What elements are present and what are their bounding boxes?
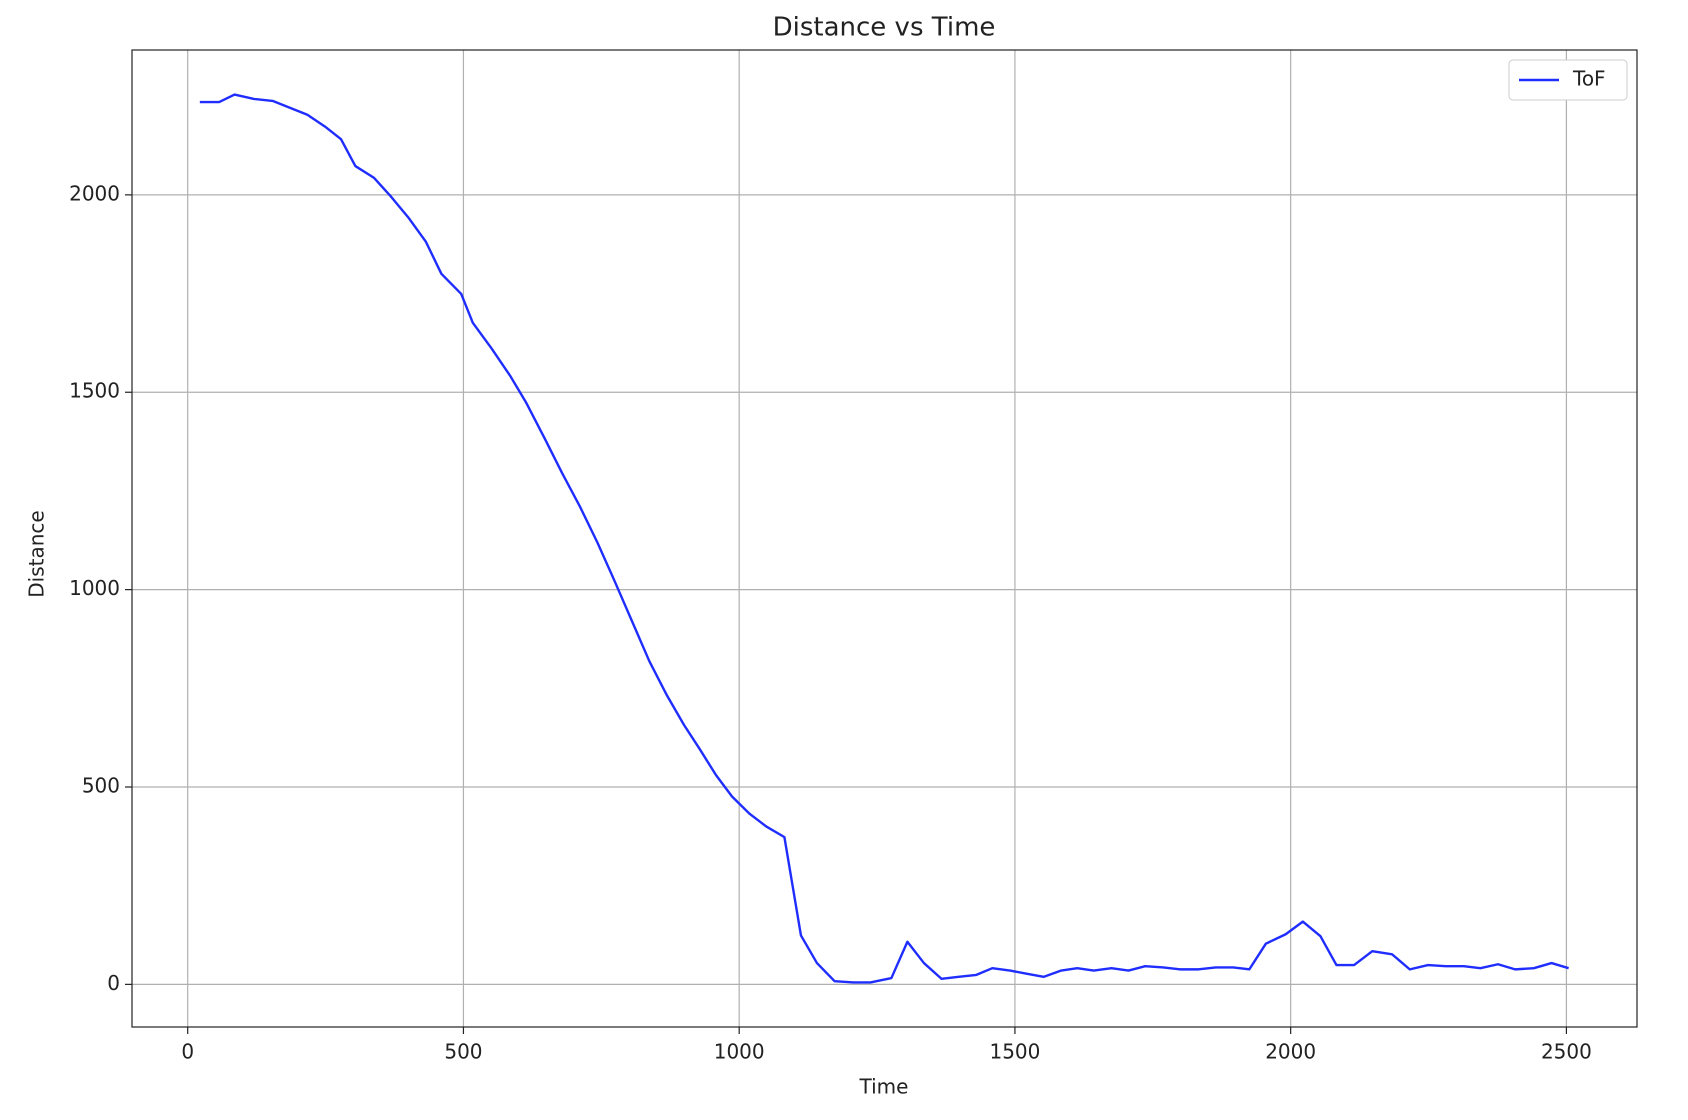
- legend-label: ToF: [1572, 67, 1606, 91]
- y-tick-label: 1000: [69, 576, 120, 600]
- x-tick-label: 1000: [714, 1040, 765, 1064]
- x-tick-label: 500: [444, 1040, 482, 1064]
- x-tick-label: 2000: [1265, 1040, 1316, 1064]
- plot-frame: [131, 49, 1638, 1028]
- legend: ToF: [1508, 59, 1628, 101]
- x-axis-label: Time: [859, 1075, 909, 1099]
- x-tick-label: 0: [181, 1040, 194, 1064]
- legend-box: [1508, 59, 1628, 101]
- y-tick-label: 0: [107, 971, 120, 995]
- x-tick-label: 1500: [989, 1040, 1040, 1064]
- y-tick-label: 2000: [69, 181, 120, 205]
- y-axis-label: Distance: [25, 510, 49, 597]
- x-tick-label: 2500: [1541, 1040, 1592, 1064]
- data-line: [199, 93, 1569, 984]
- chart-title: Distance vs Time: [773, 13, 996, 43]
- y-tick-label: 500: [82, 773, 120, 797]
- y-tick-label: 1500: [69, 379, 120, 403]
